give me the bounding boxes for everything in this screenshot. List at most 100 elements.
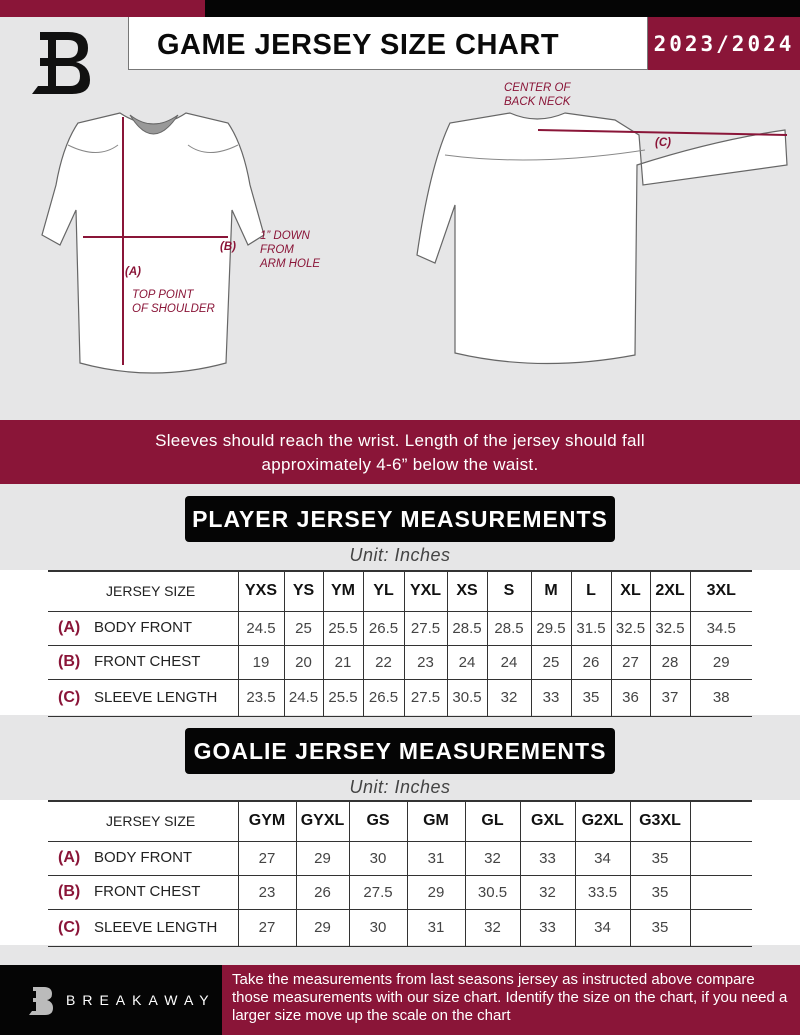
b-desc-line: ARM HOLE xyxy=(260,258,321,270)
table-row: (B) FRONT CHEST 23 26 27.5 29 30.5 32 33.5 35 xyxy=(48,875,752,910)
table-cell: 32 xyxy=(464,841,520,876)
c-desc-line: CENTER OF xyxy=(504,82,571,94)
measure-name: SLEEVE LENGTH xyxy=(94,688,218,706)
table-cell: 35 xyxy=(570,679,611,717)
size-header: G2XL xyxy=(574,800,630,842)
c-desc: CENTER OF BACK NECK xyxy=(504,81,570,109)
row-label: (C) SLEEVE LENGTH xyxy=(48,679,238,717)
table-cell: 27 xyxy=(610,645,650,680)
b-desc: 1” DOWN FROM ARM HOLE xyxy=(260,229,320,271)
table-cell: 25 xyxy=(283,611,323,646)
table-cell: 31 xyxy=(406,909,465,947)
table-row: (B) FRONT CHEST 19 20 21 22 23 24 24 25 26 27 28 29 xyxy=(48,645,752,680)
table-cell: 28.5 xyxy=(446,611,487,646)
instructions-banner: Sleeves should reach the wrist. Length o… xyxy=(0,420,800,484)
measure-name: SLEEVE LENGTH xyxy=(94,918,218,936)
table-cell: 25 xyxy=(530,645,571,680)
table-row: (A) BODY FRONT 27 29 30 31 32 33 34 35 xyxy=(48,841,752,876)
table-header-row: JERSEY SIZE YXS YS YM YL YXL XS S M L XL 2XL 3XL xyxy=(48,570,752,612)
b-desc-line: 1” DOWN xyxy=(260,230,310,242)
size-header: XS xyxy=(446,570,487,612)
table-cell: 32.5 xyxy=(610,611,650,646)
table-row: (C) SLEEVE LENGTH 23.5 24.5 25.5 26.5 27.5 30.5… xyxy=(48,679,752,717)
table-cell: 19 xyxy=(237,645,284,680)
size-header: M xyxy=(530,570,571,612)
table-cell: 20 xyxy=(283,645,323,680)
table-cell xyxy=(689,841,752,876)
table-cell: 29 xyxy=(295,841,349,876)
table-cell: 27.5 xyxy=(348,875,407,910)
table-cell: 23 xyxy=(237,875,296,910)
table-cell: 35 xyxy=(629,841,690,876)
size-header: L xyxy=(570,570,611,612)
table-cell: 24 xyxy=(446,645,487,680)
footer-logo xyxy=(29,987,53,1015)
measure-name: FRONT CHEST xyxy=(94,883,201,900)
table-cell: 26.5 xyxy=(362,611,404,646)
size-header: S xyxy=(486,570,531,612)
instructions-line: approximately 4-6” below the waist. xyxy=(261,455,539,474)
table-cell: 24.5 xyxy=(283,679,323,717)
measure-name: FRONT CHEST xyxy=(94,653,201,670)
table-cell: 26 xyxy=(295,875,349,910)
a-desc: TOP POINT OF SHOULDER xyxy=(132,288,215,316)
instructions-line: Sleeves should reach the wrist. Length o… xyxy=(155,431,645,450)
table-cell: 29 xyxy=(295,909,349,947)
table-cell: 31.5 xyxy=(570,611,611,646)
row-label: (B) FRONT CHEST xyxy=(48,645,238,680)
measure-marker: (B) xyxy=(58,653,81,670)
table-cell: 27 xyxy=(237,841,296,876)
table-cell: 29 xyxy=(689,645,752,680)
c-marker: (C) xyxy=(655,137,671,149)
table-header-row: JERSEY SIZE GYM GYXL GS GM GL GXL G2XL G3XL xyxy=(48,800,752,842)
table-cell xyxy=(689,875,752,910)
table-cell: 24.5 xyxy=(237,611,284,646)
goalie-section-title: GOALIE JERSEY MEASUREMENTS xyxy=(185,728,615,774)
table-cell: 35 xyxy=(629,875,690,910)
brand-logo xyxy=(32,32,90,94)
table-cell: 30 xyxy=(348,909,407,947)
player-unit: Unit: Inches xyxy=(349,545,451,565)
table-cell: 32 xyxy=(486,679,531,717)
table-cell: 30.5 xyxy=(464,875,520,910)
table-cell: 31 xyxy=(406,841,465,876)
season-label: 2023/2024 xyxy=(648,17,800,70)
table-cell: 32 xyxy=(519,875,575,910)
table-cell: 36 xyxy=(610,679,650,717)
table-cell: 28.5 xyxy=(486,611,531,646)
measure-marker: (C) xyxy=(58,918,81,936)
table-cell: 29 xyxy=(406,875,465,910)
table-cell: 21 xyxy=(322,645,363,680)
player-size-table: JERSEY SIZE YXS YS YM YL YXL XS S M L XL 2XL 3XL (A) B… xyxy=(48,570,752,717)
table-cell: 33 xyxy=(519,909,575,947)
table-cell xyxy=(689,909,752,947)
table-cell: 27 xyxy=(237,909,296,947)
table-cell: 30 xyxy=(348,841,407,876)
header-label: JERSEY SIZE xyxy=(48,800,238,842)
table-cell: 30.5 xyxy=(446,679,487,717)
table-row: (A) BODY FRONT 24.5 25 25.5 26.5 27.5 28.5 28.5 2… xyxy=(48,611,752,646)
table-cell: 38 xyxy=(689,679,752,717)
measure-marker: (C) xyxy=(58,688,81,706)
size-header: GS xyxy=(348,800,407,842)
b-marker: (B) xyxy=(220,241,236,253)
player-section-title: PLAYER JERSEY MEASUREMENTS xyxy=(185,496,615,542)
size-header: GM xyxy=(406,800,465,842)
table-cell: 23.5 xyxy=(237,679,284,717)
table-cell: 35 xyxy=(629,909,690,947)
table-cell: 27.5 xyxy=(403,611,447,646)
row-label: (A) BODY FRONT xyxy=(48,611,238,646)
c-desc-line: BACK NECK xyxy=(504,96,571,108)
top-bar-accent xyxy=(0,0,205,17)
table-cell: 32 xyxy=(464,909,520,947)
table-cell: 32.5 xyxy=(649,611,690,646)
goalie-size-table: JERSEY SIZE GYM GYXL GS GM GL GXL G2XL G3XL (A) BO… xyxy=(48,800,752,947)
table-cell: 22 xyxy=(362,645,404,680)
table-cell: 25.5 xyxy=(322,679,363,717)
a-marker: (A) xyxy=(125,266,141,278)
row-label: (C) SLEEVE LENGTH xyxy=(48,909,238,947)
size-header: XL xyxy=(610,570,650,612)
measure-marker: (A) xyxy=(58,849,81,866)
size-header: YXL xyxy=(403,570,447,612)
size-header: YM xyxy=(322,570,363,612)
